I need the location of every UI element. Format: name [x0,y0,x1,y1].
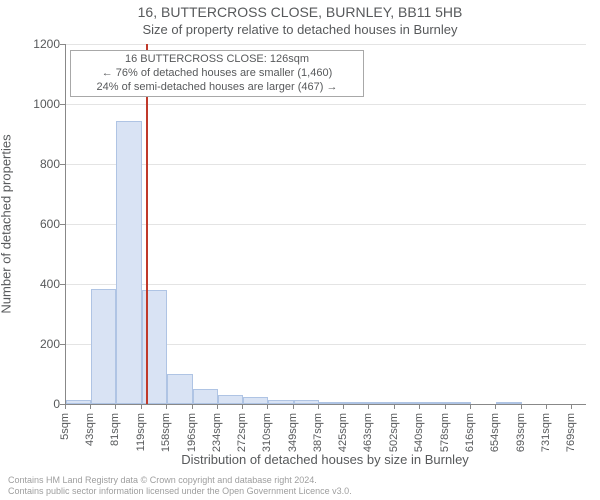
x-tick-label: 43sqm [84,413,96,473]
x-tick-label: 158sqm [160,413,172,473]
x-tick-mark [217,404,218,409]
x-tick-label: 119sqm [135,413,147,473]
x-tick-mark [90,404,91,409]
x-tick-mark [546,404,547,409]
x-tick-label: 731sqm [540,413,552,473]
x-tick-mark [521,404,522,409]
gridline [66,224,586,225]
y-tick-mark [60,104,65,105]
x-tick-label: 425sqm [337,413,349,473]
histogram-bar [193,389,218,404]
histogram-bar [218,395,243,404]
x-tick-label: 81sqm [109,413,121,473]
y-tick-mark [60,164,65,165]
reference-line [146,44,148,404]
y-tick-mark [60,284,65,285]
x-tick-mark [242,404,243,409]
x-tick-label: 234sqm [211,413,223,473]
x-tick-label: 196sqm [186,413,198,473]
annotation-line: 16 BUTTERCROSS CLOSE: 126sqm [77,53,357,67]
footer-line-1: Contains HM Land Registry data © Crown c… [8,475,352,485]
x-tick-label: 654sqm [489,413,501,473]
histogram-bar [496,402,522,404]
x-tick-label: 387sqm [312,413,324,473]
histogram-bar [116,121,141,405]
x-tick-mark [192,404,193,409]
histogram-bar [369,402,395,404]
y-tick-mark [60,344,65,345]
x-tick-mark [571,404,572,409]
y-tick-mark [60,224,65,225]
histogram-bar [243,397,268,404]
histogram-bar [66,400,91,405]
plot-area [65,44,586,405]
annotation-line: ← 76% of detached houses are smaller (1,… [77,67,357,81]
x-tick-mark [470,404,471,409]
x-tick-mark [293,404,294,409]
x-tick-label: 693sqm [515,413,527,473]
y-axis-label: Number of detached properties [0,134,14,313]
x-tick-mark [65,404,66,409]
histogram-bar [395,402,420,404]
x-tick-mark [394,404,395,409]
x-tick-label: 769sqm [565,413,577,473]
x-tick-label: 502sqm [388,413,400,473]
x-tick-mark [445,404,446,409]
x-tick-mark [343,404,344,409]
x-tick-label: 5sqm [59,413,71,473]
footer-attribution: Contains HM Land Registry data © Crown c… [8,475,352,496]
gridline [66,104,586,105]
x-tick-mark [419,404,420,409]
x-tick-label: 616sqm [464,413,476,473]
histogram-bar [319,402,344,404]
x-tick-label: 310sqm [261,413,273,473]
title-main: 16, BUTTERCROSS CLOSE, BURNLEY, BB11 5HB [0,4,600,20]
x-tick-mark [495,404,496,409]
gridline [66,44,586,45]
histogram-bar [420,402,445,404]
x-tick-label: 272sqm [236,413,248,473]
histogram-bar [167,374,192,404]
x-tick-label: 463sqm [362,413,374,473]
gridline [66,284,586,285]
x-tick-mark [166,404,167,409]
histogram-bar [268,400,294,404]
x-tick-label: 540sqm [413,413,425,473]
y-tick-label: 600 [20,217,60,231]
title-sub: Size of property relative to detached ho… [0,22,600,37]
x-tick-label: 349sqm [287,413,299,473]
histogram-bar [344,402,369,404]
x-tick-mark [115,404,116,409]
y-tick-mark [60,44,65,45]
y-tick-label: 1200 [20,37,60,51]
x-tick-mark [267,404,268,409]
chart-container: 16, BUTTERCROSS CLOSE, BURNLEY, BB11 5HB… [0,0,600,500]
y-tick-label: 1000 [20,97,60,111]
histogram-bar [446,402,471,404]
x-tick-mark [368,404,369,409]
x-tick-mark [141,404,142,409]
y-tick-label: 800 [20,157,60,171]
footer-line-2: Contains public sector information licen… [8,486,352,496]
y-tick-label: 0 [20,397,60,411]
histogram-bar [294,400,319,404]
y-tick-label: 400 [20,277,60,291]
gridline [66,164,586,165]
y-tick-label: 200 [20,337,60,351]
x-tick-label: 578sqm [439,413,451,473]
annotation-line: 24% of semi-detached houses are larger (… [77,81,357,95]
x-tick-mark [318,404,319,409]
annotation-box: 16 BUTTERCROSS CLOSE: 126sqm← 76% of det… [70,50,364,97]
histogram-bar [91,289,116,405]
